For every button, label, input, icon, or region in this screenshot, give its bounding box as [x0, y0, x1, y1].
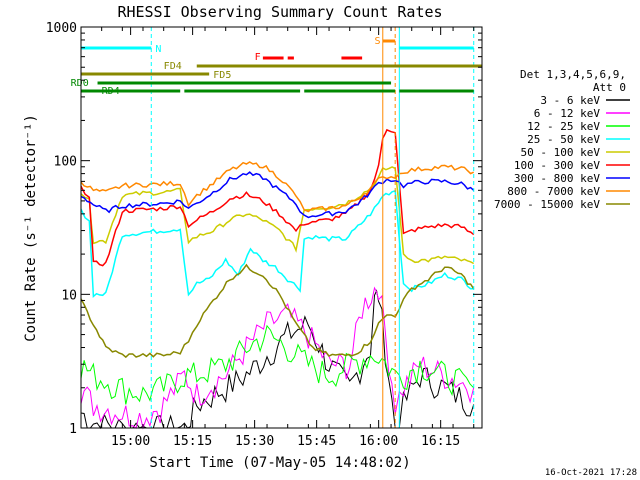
x-tick-label: 15:45 — [297, 434, 336, 449]
x-tick-label: 16:15 — [421, 434, 460, 449]
fd4-label: FD4 — [164, 61, 182, 72]
y-tick-label: 100 — [54, 155, 77, 170]
legend-entry-label: 6 - 12 keV — [534, 107, 601, 120]
series-line-1 — [80, 286, 475, 430]
chart-title: RHESSI Observing Summary Count Rates — [117, 3, 442, 21]
series-line-4 — [80, 166, 475, 265]
fd5-label: FD5 — [213, 70, 231, 81]
legend-entry-label: 25 - 50 keV — [527, 133, 600, 146]
y-tick-label: 1000 — [46, 21, 77, 36]
x-tick-label: 15:00 — [111, 434, 150, 449]
legend-entry-label: 50 - 100 keV — [521, 146, 601, 159]
footer-timestamp: 16-Oct-2021 17:28 — [545, 468, 637, 478]
series-line-7 — [80, 161, 475, 213]
axis-layer: 15:00 15:15 15:30 15:45 16:00 16:15 1 10 100 1000 — [46, 21, 482, 449]
legend-header-line2: Att 0 — [593, 81, 626, 94]
annotation-layer: N S F FD4 FD5 RD0 RD4 — [71, 27, 482, 428]
y-tick-label: 1 — [69, 422, 77, 437]
s-label: S — [375, 36, 381, 47]
series-line-3 — [80, 189, 474, 298]
x-tick-label: 15:30 — [235, 434, 274, 449]
series-line-2 — [80, 324, 475, 405]
legend-entry-label: 3 - 6 keV — [540, 94, 600, 107]
legend-entry-label: 300 - 800 keV — [514, 172, 600, 185]
rd0-label: RD0 — [71, 78, 89, 89]
plot-frame — [80, 26, 483, 429]
series-line-5 — [80, 128, 475, 267]
f-label: F — [255, 52, 261, 63]
x-axis-label: Start Time (07-May-05 14:48:02) — [149, 455, 410, 471]
n-label: N — [155, 44, 161, 55]
legend-header-line1: Det 1,3,4,5,6,9, — [520, 68, 626, 81]
series-layer — [80, 128, 475, 430]
legend-entry-label: 7000 - 15000 keV — [494, 198, 600, 211]
legend-entry-label: 12 - 25 keV — [527, 120, 600, 133]
legend-entry-label: 800 - 7000 keV — [507, 185, 600, 198]
y-tick-label: 10 — [61, 288, 77, 303]
x-tick-label: 15:15 — [173, 434, 212, 449]
rd4-label: RD4 — [102, 86, 120, 97]
x-tick-label: 16:00 — [359, 434, 398, 449]
series-line-0 — [80, 289, 475, 430]
series-line-6 — [80, 171, 475, 219]
y-axis-label: Count Rate (s⁻¹ detector⁻¹) — [23, 114, 39, 342]
series-line-8 — [80, 263, 475, 359]
legend-entry-label: 100 - 300 keV — [514, 159, 600, 172]
